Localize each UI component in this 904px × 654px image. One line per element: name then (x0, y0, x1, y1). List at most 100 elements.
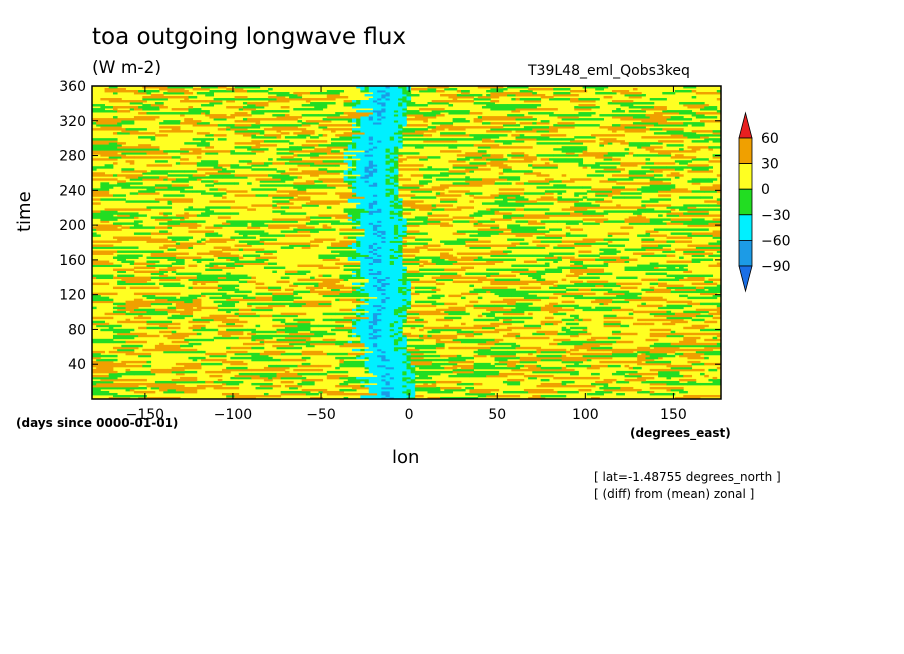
heatmap-cell (410, 94, 420, 97)
heatmap-cell (112, 128, 126, 131)
heatmap-cell (385, 236, 391, 239)
heatmap-cell (561, 326, 567, 330)
heatmap-cell (481, 394, 487, 398)
heatmap-cell (427, 212, 433, 215)
heatmap-cell (507, 178, 521, 181)
heatmap-cell (700, 136, 709, 139)
heatmap-cell (112, 116, 118, 119)
heatmap-cell (360, 334, 365, 338)
heatmap-cell (377, 256, 382, 259)
heatmap-cell (704, 346, 722, 350)
heatmap-cell (653, 346, 680, 350)
heatmap-cell (234, 90, 248, 93)
heatmap-cell (230, 362, 248, 366)
heatmap-cell (351, 172, 357, 175)
heatmap-cell (712, 230, 722, 233)
heatmap-cell (481, 326, 495, 330)
heatmap-cell (423, 120, 428, 123)
heatmap-cell (398, 134, 403, 137)
heatmap-cell (347, 162, 353, 165)
heatmap-cell (465, 346, 491, 350)
heatmap-cell (188, 264, 198, 267)
colorbar-label: 30 (761, 157, 779, 173)
heatmap-cell (406, 114, 424, 117)
heatmap-cell (515, 136, 542, 139)
heatmap-cell (343, 342, 365, 346)
heatmap-cell (351, 138, 357, 141)
heatmap-cell (490, 250, 504, 253)
heatmap-cell (175, 372, 185, 376)
heatmap-cell (339, 358, 344, 362)
heatmap-cell (473, 304, 495, 308)
heatmap-cell (687, 166, 701, 169)
heatmap-cell (389, 230, 395, 233)
heatmap-cell (251, 396, 256, 400)
heatmap-cell (372, 240, 378, 243)
heatmap-cell (377, 248, 382, 251)
heatmap-cell (398, 174, 403, 177)
heatmap-cell (318, 390, 324, 394)
heatmap-cell (360, 168, 365, 171)
heatmap-cell (251, 150, 265, 153)
heatmap-cell (92, 232, 97, 235)
heatmap-cell (670, 290, 676, 294)
heatmap-cell (393, 364, 399, 368)
heatmap-cell (486, 314, 495, 318)
heatmap-cell (658, 122, 672, 125)
heatmap-cell (628, 106, 655, 109)
heatmap-cell (230, 346, 252, 350)
heatmap-cell (393, 86, 399, 89)
heatmap-cell (263, 266, 286, 269)
heatmap-cell (645, 272, 651, 276)
heatmap-cell (129, 286, 143, 290)
heatmap-cell (112, 194, 126, 197)
heatmap-cell (582, 356, 600, 360)
heatmap-cell (402, 278, 407, 282)
heatmap-cell (398, 360, 403, 364)
heatmap-cell (704, 374, 709, 378)
heatmap-cell (389, 344, 395, 348)
heatmap-cell (255, 258, 269, 261)
heatmap-cell (658, 356, 663, 360)
heatmap-cell (272, 204, 277, 207)
heatmap-cell (284, 326, 311, 330)
heatmap-cell (184, 142, 210, 145)
heatmap-cell (402, 200, 424, 203)
heatmap-cell (653, 170, 663, 173)
heatmap-cell (402, 372, 407, 376)
heatmap-cell (356, 298, 361, 302)
heatmap-cell (624, 148, 630, 151)
heatmap-cell (393, 336, 399, 340)
heatmap-cell (570, 98, 579, 101)
heatmap-cell (242, 248, 265, 251)
heatmap-cell (372, 298, 378, 302)
heatmap-cell (490, 352, 516, 356)
heatmap-cell (540, 240, 563, 243)
heatmap-cell (175, 198, 194, 201)
heatmap-cell (184, 338, 198, 342)
heatmap-cell (268, 100, 290, 103)
heatmap-cell (389, 120, 395, 123)
heatmap-cell (440, 274, 462, 278)
heatmap-cell (343, 176, 349, 179)
heatmap-cell (381, 310, 386, 314)
heatmap-cell (213, 194, 223, 197)
heatmap-cell (251, 276, 256, 280)
heatmap-cell (557, 256, 563, 259)
heatmap-cell (490, 282, 504, 286)
heatmap-cell (221, 308, 240, 312)
heatmap-cell (310, 186, 336, 189)
heatmap-cell (356, 244, 361, 247)
heatmap-cell (331, 318, 344, 322)
heatmap-cell (242, 134, 252, 137)
heatmap-cell (494, 316, 512, 320)
heatmap-cell (381, 126, 386, 129)
heatmap-cell (523, 324, 542, 328)
heatmap-cell (557, 196, 563, 199)
heatmap-cell (125, 388, 131, 392)
heatmap-cell (175, 246, 189, 249)
heatmap-cell (603, 384, 609, 388)
heatmap-cell (691, 342, 718, 346)
heatmap-cell (393, 212, 399, 215)
heatmap-cell (117, 132, 131, 135)
